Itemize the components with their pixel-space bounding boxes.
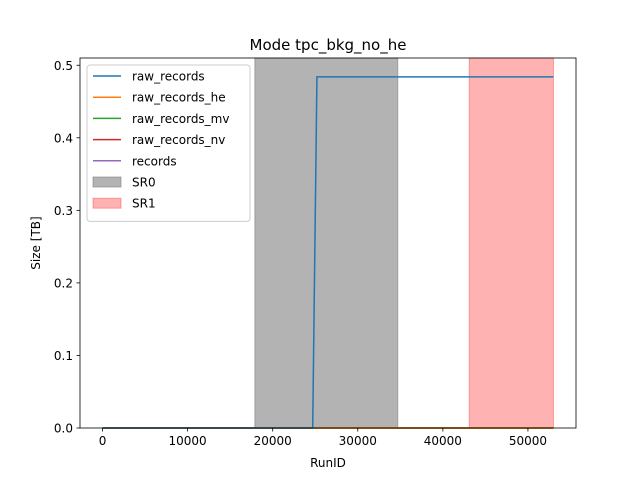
chart-title: Mode tpc_bkg_no_he <box>250 36 407 55</box>
x-tick-label: 20000 <box>254 434 292 448</box>
legend-label-raw-records: raw_records <box>132 70 205 84</box>
plot-frame <box>79 57 577 429</box>
y-tick-label: 0.3 <box>54 204 73 218</box>
y-axis-label: Size [TB] <box>29 216 43 269</box>
legend-label-raw-records-he: raw_records_he <box>132 91 226 105</box>
span-sr1 <box>468 57 554 429</box>
legend: raw_records raw_records_he raw_records_mvr… <box>86 64 251 222</box>
x-axis-label: RunID <box>310 456 346 470</box>
axes-layer <box>79 57 577 429</box>
y-tick-label: 0.2 <box>54 276 73 290</box>
legend-label-sr0: SR0 <box>132 176 156 190</box>
y-tick-label: 0.4 <box>54 131 73 145</box>
x-tick-label: 50000 <box>509 434 547 448</box>
y-tick-label: 0.1 <box>54 349 73 363</box>
legend-label-raw-records-mv: raw_records_mv <box>132 112 229 126</box>
y-tick-label: 0.0 <box>54 422 73 436</box>
x-tick-label: 0 <box>99 434 107 448</box>
spans-layer <box>254 57 554 429</box>
x-tick-label: 30000 <box>339 434 377 448</box>
x-tick-label: 10000 <box>169 434 207 448</box>
legend-box <box>86 64 251 222</box>
legend-swatch-sr1 <box>92 197 122 209</box>
ticks-layer: 0 10000 20000 30000 40000 50000 0.0 0.1 0.2 0.3 0.… <box>54 59 547 448</box>
span-sr0 <box>254 57 399 429</box>
legend-label-raw-records-nv: raw_records_nv <box>132 133 225 147</box>
legend-label-sr1: SR1 <box>132 197 156 211</box>
x-tick-label: 40000 <box>424 434 462 448</box>
y-tick-label: 0.5 <box>54 59 73 73</box>
legend-swatch-sr0 <box>92 176 122 188</box>
legend-label-records: records <box>132 154 177 168</box>
